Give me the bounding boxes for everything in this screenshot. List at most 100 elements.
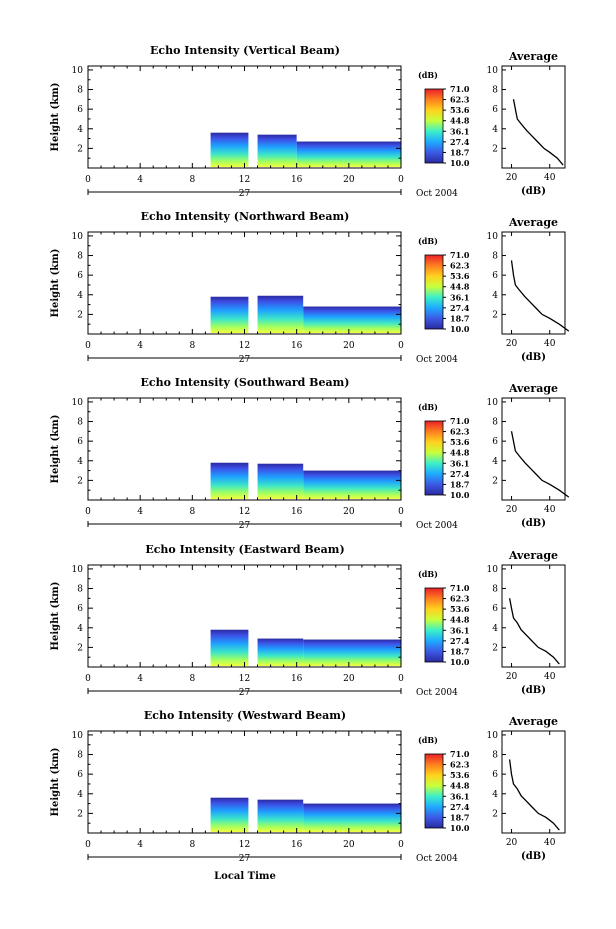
colorbar-label: 36.1 [450, 292, 469, 302]
colorbar-label: 71.0 [450, 416, 470, 426]
colorbar-label: 62.3 [450, 594, 470, 604]
average-y-tick-label: 10 [487, 398, 499, 408]
colorbar [424, 254, 444, 330]
colorbar-unit: (dB) [418, 569, 438, 579]
x-tick-label: 20 [343, 840, 355, 850]
x-tick-label: 0 [85, 674, 91, 684]
average-y-tick-label: 2 [492, 310, 498, 320]
y-tick-label: 6 [77, 604, 83, 614]
x-tick-label: 16 [291, 840, 303, 850]
colorbar-label: 53.6 [450, 105, 470, 115]
echo-region [303, 306, 401, 333]
x-tick-label: 12 [239, 840, 250, 850]
date-label: Oct 2004 [416, 355, 458, 365]
x-tick-label: 12 [239, 175, 250, 185]
colorbar-label: 71.0 [450, 583, 470, 593]
x-tick-label: 4 [137, 175, 143, 185]
average-x-tick-label: 40 [544, 505, 556, 515]
colorbar-label: 27.4 [450, 636, 470, 646]
x-tick-label: 0 [398, 175, 404, 185]
y-axis-label: Height (km) [50, 249, 61, 318]
chart-title: Echo Intensity (Eastward Beam) [145, 543, 344, 556]
average-x-label: (dB) [521, 186, 546, 197]
average-y-tick-label: 4 [492, 125, 498, 135]
average-profile-line [508, 598, 560, 665]
x-tick-label: 8 [189, 175, 195, 185]
colorbar-label: 71.0 [450, 250, 470, 260]
panel-4: Echo Intensity (Westward Beam) 0 4 8 12 16 20 0… [50, 709, 566, 864]
x-tick-label: 0 [85, 507, 91, 517]
y-axis-label: Height (km) [50, 582, 61, 651]
colorbar [424, 587, 444, 663]
average-y-tick-label: 10 [487, 731, 499, 741]
colorbar-label: 36.1 [450, 458, 469, 468]
y-tick-label: 4 [77, 790, 83, 800]
colorbar-label: 71.0 [450, 749, 470, 759]
echo-region [257, 463, 304, 499]
y-axis-label: Height (km) [50, 83, 61, 152]
average-y-tick-label: 6 [492, 770, 498, 780]
x-tick-label: 20 [343, 674, 355, 684]
x-tick-label: 12 [239, 341, 250, 351]
colorbar-label: 18.7 [450, 646, 469, 656]
date-day-label: 27 [239, 189, 251, 199]
colorbar-label: 27.4 [450, 303, 470, 313]
echo-region [210, 296, 249, 333]
echo-region [303, 803, 401, 832]
echo-region [257, 295, 304, 333]
colorbar-label: 62.3 [450, 261, 470, 271]
average-y-tick-label: 8 [492, 418, 498, 428]
y-tick-label: 6 [77, 105, 83, 115]
y-tick-label: 10 [72, 398, 84, 408]
y-tick-label: 8 [77, 252, 83, 262]
average-y-tick-label: 4 [492, 624, 498, 634]
echo-region [210, 462, 249, 499]
y-tick-label: 6 [77, 271, 83, 281]
y-tick-label: 2 [77, 809, 83, 819]
y-tick-label: 8 [77, 86, 83, 96]
average-profile-line [510, 260, 570, 332]
x-tick-label: 0 [85, 341, 91, 351]
colorbar-label: 36.1 [450, 625, 469, 635]
x-tick-label: 8 [189, 341, 195, 351]
x-tick-label: 0 [398, 840, 404, 850]
chart-title: Echo Intensity (Southward Beam) [141, 376, 350, 389]
x-tick-label: 4 [137, 840, 143, 850]
colorbar-label: 53.6 [450, 604, 470, 614]
x-tick-label: 8 [189, 674, 195, 684]
panel-0: Echo Intensity (Vertical Beam) 0 4 8 12 16 20 0… [50, 44, 566, 199]
colorbar-label: 44.8 [450, 282, 470, 292]
average-y-tick-label: 10 [487, 232, 499, 242]
average-profile-line [510, 431, 570, 498]
colorbar-label: 44.8 [450, 448, 470, 458]
colorbar-label: 36.1 [450, 791, 469, 801]
echo-region [303, 639, 401, 666]
x-tick-label: 12 [239, 674, 250, 684]
average-y-tick-label: 6 [492, 105, 498, 115]
average-y-tick-label: 4 [492, 291, 498, 301]
echo-region [257, 638, 304, 666]
average-x-tick-label: 20 [506, 173, 518, 183]
x-tick-label: 8 [189, 507, 195, 517]
y-tick-label: 4 [77, 291, 83, 301]
colorbar-label: 53.6 [450, 437, 470, 447]
date-label: Oct 2004 [416, 521, 458, 531]
y-tick-label: 10 [72, 232, 84, 242]
x-tick-label: 4 [137, 674, 143, 684]
colorbar-label: 18.7 [450, 812, 469, 822]
average-y-tick-label: 10 [487, 66, 499, 76]
average-x-tick-label: 40 [544, 339, 556, 349]
average-y-tick-label: 6 [492, 271, 498, 281]
average-y-tick-label: 6 [492, 604, 498, 614]
y-tick-label: 4 [77, 125, 83, 135]
average-x-label: (dB) [521, 352, 546, 363]
average-x-tick-label: 20 [506, 838, 518, 848]
average-x-tick-label: 20 [506, 505, 518, 515]
average-frame [501, 397, 566, 501]
colorbar-label: 62.3 [450, 95, 470, 105]
y-tick-label: 10 [72, 731, 84, 741]
average-frame [501, 231, 566, 335]
y-tick-label: 4 [77, 624, 83, 634]
average-frame [501, 564, 566, 668]
colorbar-label: 62.3 [450, 427, 470, 437]
